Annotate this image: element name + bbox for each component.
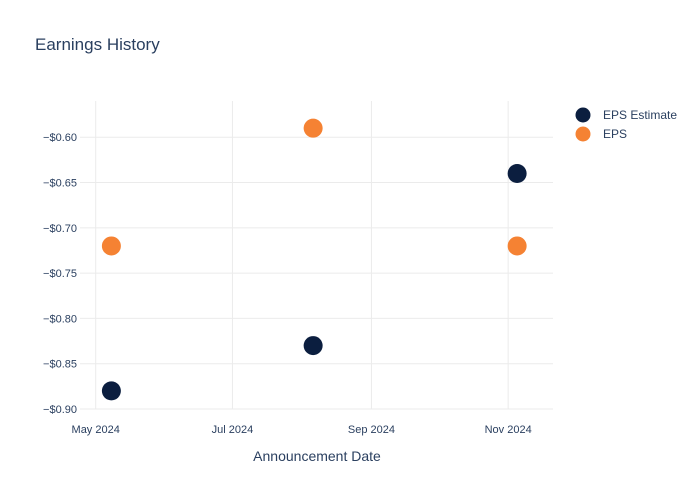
y-tick-label: −$0.65 — [43, 178, 77, 190]
legend-item-eps[interactable]: EPS — [575, 126, 628, 142]
legend-label: EPS Estimate — [603, 108, 677, 122]
y-tick-label: −$0.85 — [43, 359, 77, 371]
grid — [80, 101, 553, 410]
y-tick-label: −$0.80 — [43, 313, 77, 325]
legend-item-eps-estimate[interactable]: EPS Estimate — [575, 107, 678, 123]
legend-marker — [575, 126, 591, 142]
data-point-eps[interactable] — [507, 236, 527, 256]
legend-marker — [575, 107, 591, 123]
data-point-eps[interactable] — [303, 118, 323, 138]
x-tick-label: Jul 2024 — [212, 424, 254, 436]
data-point-eps-estimate[interactable] — [101, 381, 121, 401]
x-tick-label: Sep 2024 — [348, 424, 395, 436]
y-tick-label: −$0.90 — [43, 404, 77, 416]
y-tick-label: −$0.60 — [43, 132, 77, 144]
chart-title: Earnings History — [35, 35, 160, 54]
legend[interactable]: EPS Estimate EPS — [575, 107, 678, 142]
data-points — [101, 118, 527, 401]
x-axis-title: Announcement Date — [253, 448, 381, 464]
data-point-eps-estimate[interactable] — [507, 163, 527, 183]
y-axis-ticks: −$0.60 −$0.65 −$0.70 −$0.75 −$0.80 −$0.85 −$0.… — [43, 132, 77, 416]
x-tick-label: May 2024 — [72, 424, 120, 436]
y-tick-label: −$0.70 — [43, 223, 77, 235]
data-point-eps[interactable] — [101, 236, 121, 256]
data-point-eps-estimate[interactable] — [303, 336, 323, 356]
x-tick-label: Nov 2024 — [485, 424, 532, 436]
legend-label: EPS — [603, 127, 627, 141]
y-tick-label: −$0.75 — [43, 268, 77, 280]
x-axis-ticks: May 2024 Jul 2024 Sep 2024 Nov 2024 — [72, 424, 532, 436]
